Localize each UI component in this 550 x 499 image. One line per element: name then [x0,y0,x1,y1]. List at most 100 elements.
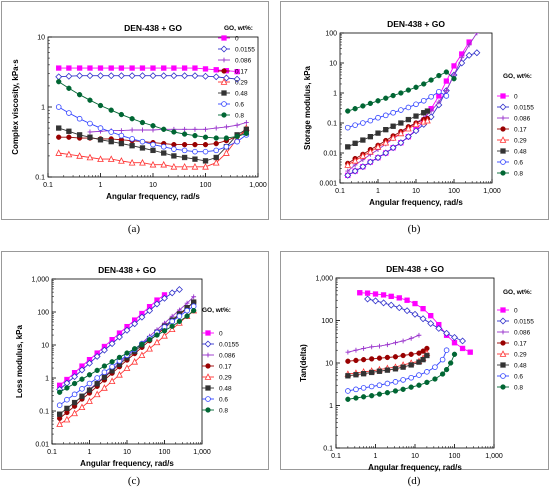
x-axis-label: Angular frequency, rad/s [368,463,462,472]
data-point [405,124,412,132]
data-point [345,373,351,379]
legend-entry: 0.17 [514,126,527,133]
data-point [118,128,124,134]
data-point [161,332,168,339]
data-point [360,394,367,400]
y-axis-label: Tan(delta) [299,344,308,382]
legend: GO, wt%: 0 0.0155 0.086 0.17 0.29 0.48 0.6 0.8 [497,73,534,177]
data-point [123,326,131,334]
data-point [146,337,153,343]
legend-marker [221,112,227,118]
chart-panel-c: DEN-438 + GO0.1 1 10 100 1,0000.010.11101001… [1,251,269,470]
data-point [55,149,63,156]
data-point [101,369,108,375]
data-point [451,351,458,357]
data-point [149,72,157,80]
data-point [234,122,240,128]
legend-marker [205,330,211,336]
data-point [405,87,412,93]
data-point [108,129,115,135]
legend-marker [221,68,227,74]
data-point [353,395,359,401]
legend-entry: 0.8 [235,112,244,119]
data-point [87,65,93,71]
data-point [64,396,70,403]
data-point [138,351,146,359]
data-point [443,78,450,84]
data-point [202,148,209,155]
legend-entry: 0.6 [235,101,244,108]
data-point [396,295,402,301]
data-point [411,310,419,318]
data-point [413,84,419,90]
data-point [353,372,359,378]
data-point [382,138,390,146]
legend-entry: 0.086 [514,115,531,122]
data-point [79,376,85,382]
data-point [101,363,108,369]
legend-entry: 0.8 [514,170,523,177]
chart-title: DEN-438 + GO [387,19,445,29]
data-point [408,384,414,390]
series-0.8 [56,79,250,141]
data-point [97,102,104,109]
data-point [467,349,473,355]
data-point [66,110,72,116]
panel-sublabel: (b) [408,223,421,235]
y-tick-label: 1,000 [31,277,49,284]
data-point [192,141,198,148]
y-tick-label: 10 [41,343,49,350]
data-point [352,140,358,146]
data-point [420,348,426,354]
data-point [86,72,94,80]
data-point [55,104,62,110]
data-point [367,100,374,107]
legend-entry: 0.48 [219,385,232,392]
data-point [76,132,83,138]
data-point [416,332,422,338]
data-point [345,396,351,402]
series-0.48 [345,352,430,379]
data-point [160,144,167,150]
data-point [101,384,108,391]
data-point [131,358,139,365]
data-point [176,313,183,319]
data-point [202,158,209,164]
data-point [66,128,72,134]
data-point [97,65,104,71]
legend-marker [220,45,228,53]
data-point [416,372,422,378]
data-point [400,352,406,359]
data-point [404,297,410,303]
data-point [404,133,412,141]
panel-sublabel: (d) [408,475,421,487]
data-point [213,154,219,161]
data-point [64,385,70,391]
data-point [109,359,115,365]
chart-panel-d: DEN-438 + GO 0.1 1 10 100 1,000 0.1 1 10 100 1,000… [280,251,549,472]
data-point [243,130,250,137]
series-0.0155 [364,295,467,345]
data-point [100,346,108,354]
data-point [181,72,189,80]
data-point [76,152,83,159]
data-point [101,374,108,380]
data-point [384,354,391,361]
data-point [393,340,398,346]
data-point [390,92,396,99]
y-tick-label: 10 [325,361,333,368]
data-point [129,116,135,122]
data-point [359,152,367,159]
data-point [389,134,397,141]
data-point [416,382,422,388]
data-point [352,122,358,128]
data-point [374,143,382,150]
series-0.6 [345,347,450,394]
legend-entry: 0.086 [514,329,531,336]
data-point [191,294,197,300]
data-point [436,99,442,105]
data-point [139,158,146,166]
data-point [202,141,209,148]
data-point [150,147,156,154]
data-point [97,137,104,143]
